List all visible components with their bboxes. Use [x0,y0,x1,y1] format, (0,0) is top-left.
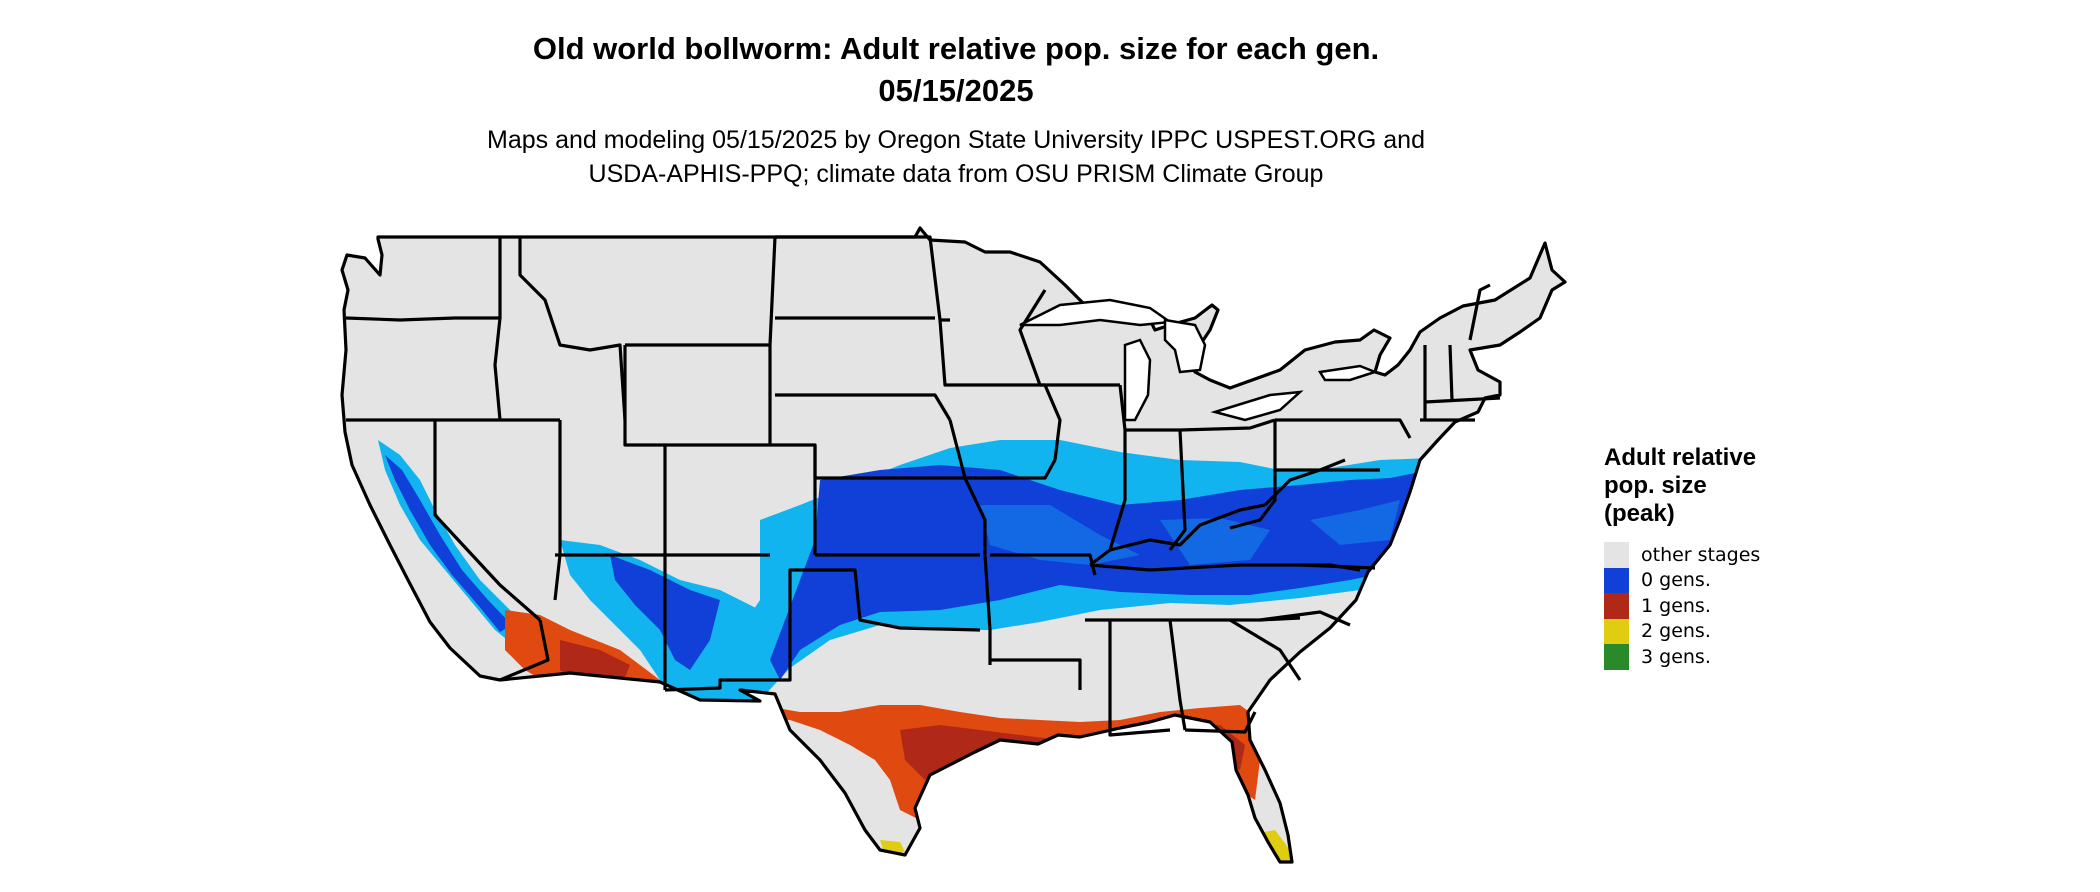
state-borders [340,226,1567,864]
border-ga-fl [1184,711,1257,734]
border-az-ca [499,619,550,682]
subtitle-line-2: USDA-APHIS-PPQ; climate data from OSU PR… [588,160,1324,188]
border-idaho-west [493,237,502,421]
map-subtitle: Maps and modeling 05/15/2025 by Oregon S… [0,123,1912,191]
border-ne-ks [813,445,965,480]
border-idaho-east [518,237,627,421]
border-wa-or [345,316,500,322]
legend-title: Adult relative pop. size (peak) [1604,444,1804,528]
zone-dark-blue-central [770,465,1470,680]
legend-title-line-3: (peak) [1604,500,1675,527]
border-nd-mn [775,235,950,322]
map-title: Old world bollworm: Adult relative pop. … [0,28,1912,112]
legend-label: 3 gens. [1641,645,1711,668]
legend: Adult relative pop. size (peak) other st… [1604,444,1804,670]
border-ia-mo [948,419,1057,480]
legend-label: other stages [1641,543,1761,566]
legend-item-2-gens: 2 gens. [1604,618,1804,644]
border-wv-va [1263,458,1346,507]
border-ca-nv-diag [433,420,542,622]
legend-label: 2 gens. [1641,620,1711,643]
legend-swatch [1604,618,1629,644]
border-ok-tx [815,568,981,632]
border-me-nh [1468,283,1491,341]
legend-swatch [1604,542,1629,568]
legend-swatch [1604,593,1629,619]
border-sd-ne [775,393,952,421]
legend-items: other stages 0 gens. 1 gens. 2 gens. 3 g… [1604,542,1804,670]
legend-item-0-gens: 0 gens. [1604,567,1804,593]
border-tn-south [1085,616,1301,622]
border-ga-sc [1229,618,1302,681]
border-pa-ny [1275,418,1412,439]
subtitle-line-1: Maps and modeling 05/15/2025 by Oregon S… [487,126,1425,154]
border-mo-ar [990,553,1097,576]
zone-dark-blue-west [385,455,512,632]
border-ms-al [1108,620,1171,737]
legend-swatch [1604,644,1629,670]
border-wyoming [623,345,772,447]
border-ks-east [963,477,992,665]
legend-item-other-stages: other stages [1604,542,1804,568]
legend-item-1-gens: 1 gens. [1604,593,1804,619]
border-mn-ia [938,319,1045,387]
border-ar-la [990,658,1082,690]
border-oh-pa [1229,420,1277,530]
title-line-2: 05/15/2025 [878,73,1034,108]
border-ky-north [1109,503,1266,552]
border-mi-in-oh [1125,418,1276,432]
lake-ontario [1317,364,1379,382]
lake-michigan [1123,338,1152,422]
border-nm-south [664,568,815,692]
border-va-nc [1299,563,1376,570]
legend-swatch [1604,567,1629,593]
border-al-ga [1168,619,1187,731]
legend-title-line-1: Adult relative [1604,444,1757,471]
legend-item-3-gens: 3 gens. [1604,644,1804,670]
zone-mid-blue-central [980,500,1400,565]
border-il-in [1089,384,1127,567]
border-mn-wi [1018,289,1047,387]
zone-red-gulf [720,700,1260,820]
legend-label: 0 gens. [1641,569,1711,592]
legend-title-line-2: pop. size [1604,472,1707,499]
great-lakes [1019,298,1379,422]
border-nc-sc [1259,610,1351,627]
us-map [340,226,1567,864]
lake-huron [1163,318,1207,374]
zone-blue-west [378,440,540,650]
border-ia-il [1043,384,1062,461]
legend-label: 1 gens. [1641,594,1711,617]
title-line-1: Old world bollworm: Adult relative pop. … [532,31,1380,66]
border-ne-states [1423,344,1501,420]
lake-erie [1210,390,1304,422]
us-outline [340,226,1567,864]
